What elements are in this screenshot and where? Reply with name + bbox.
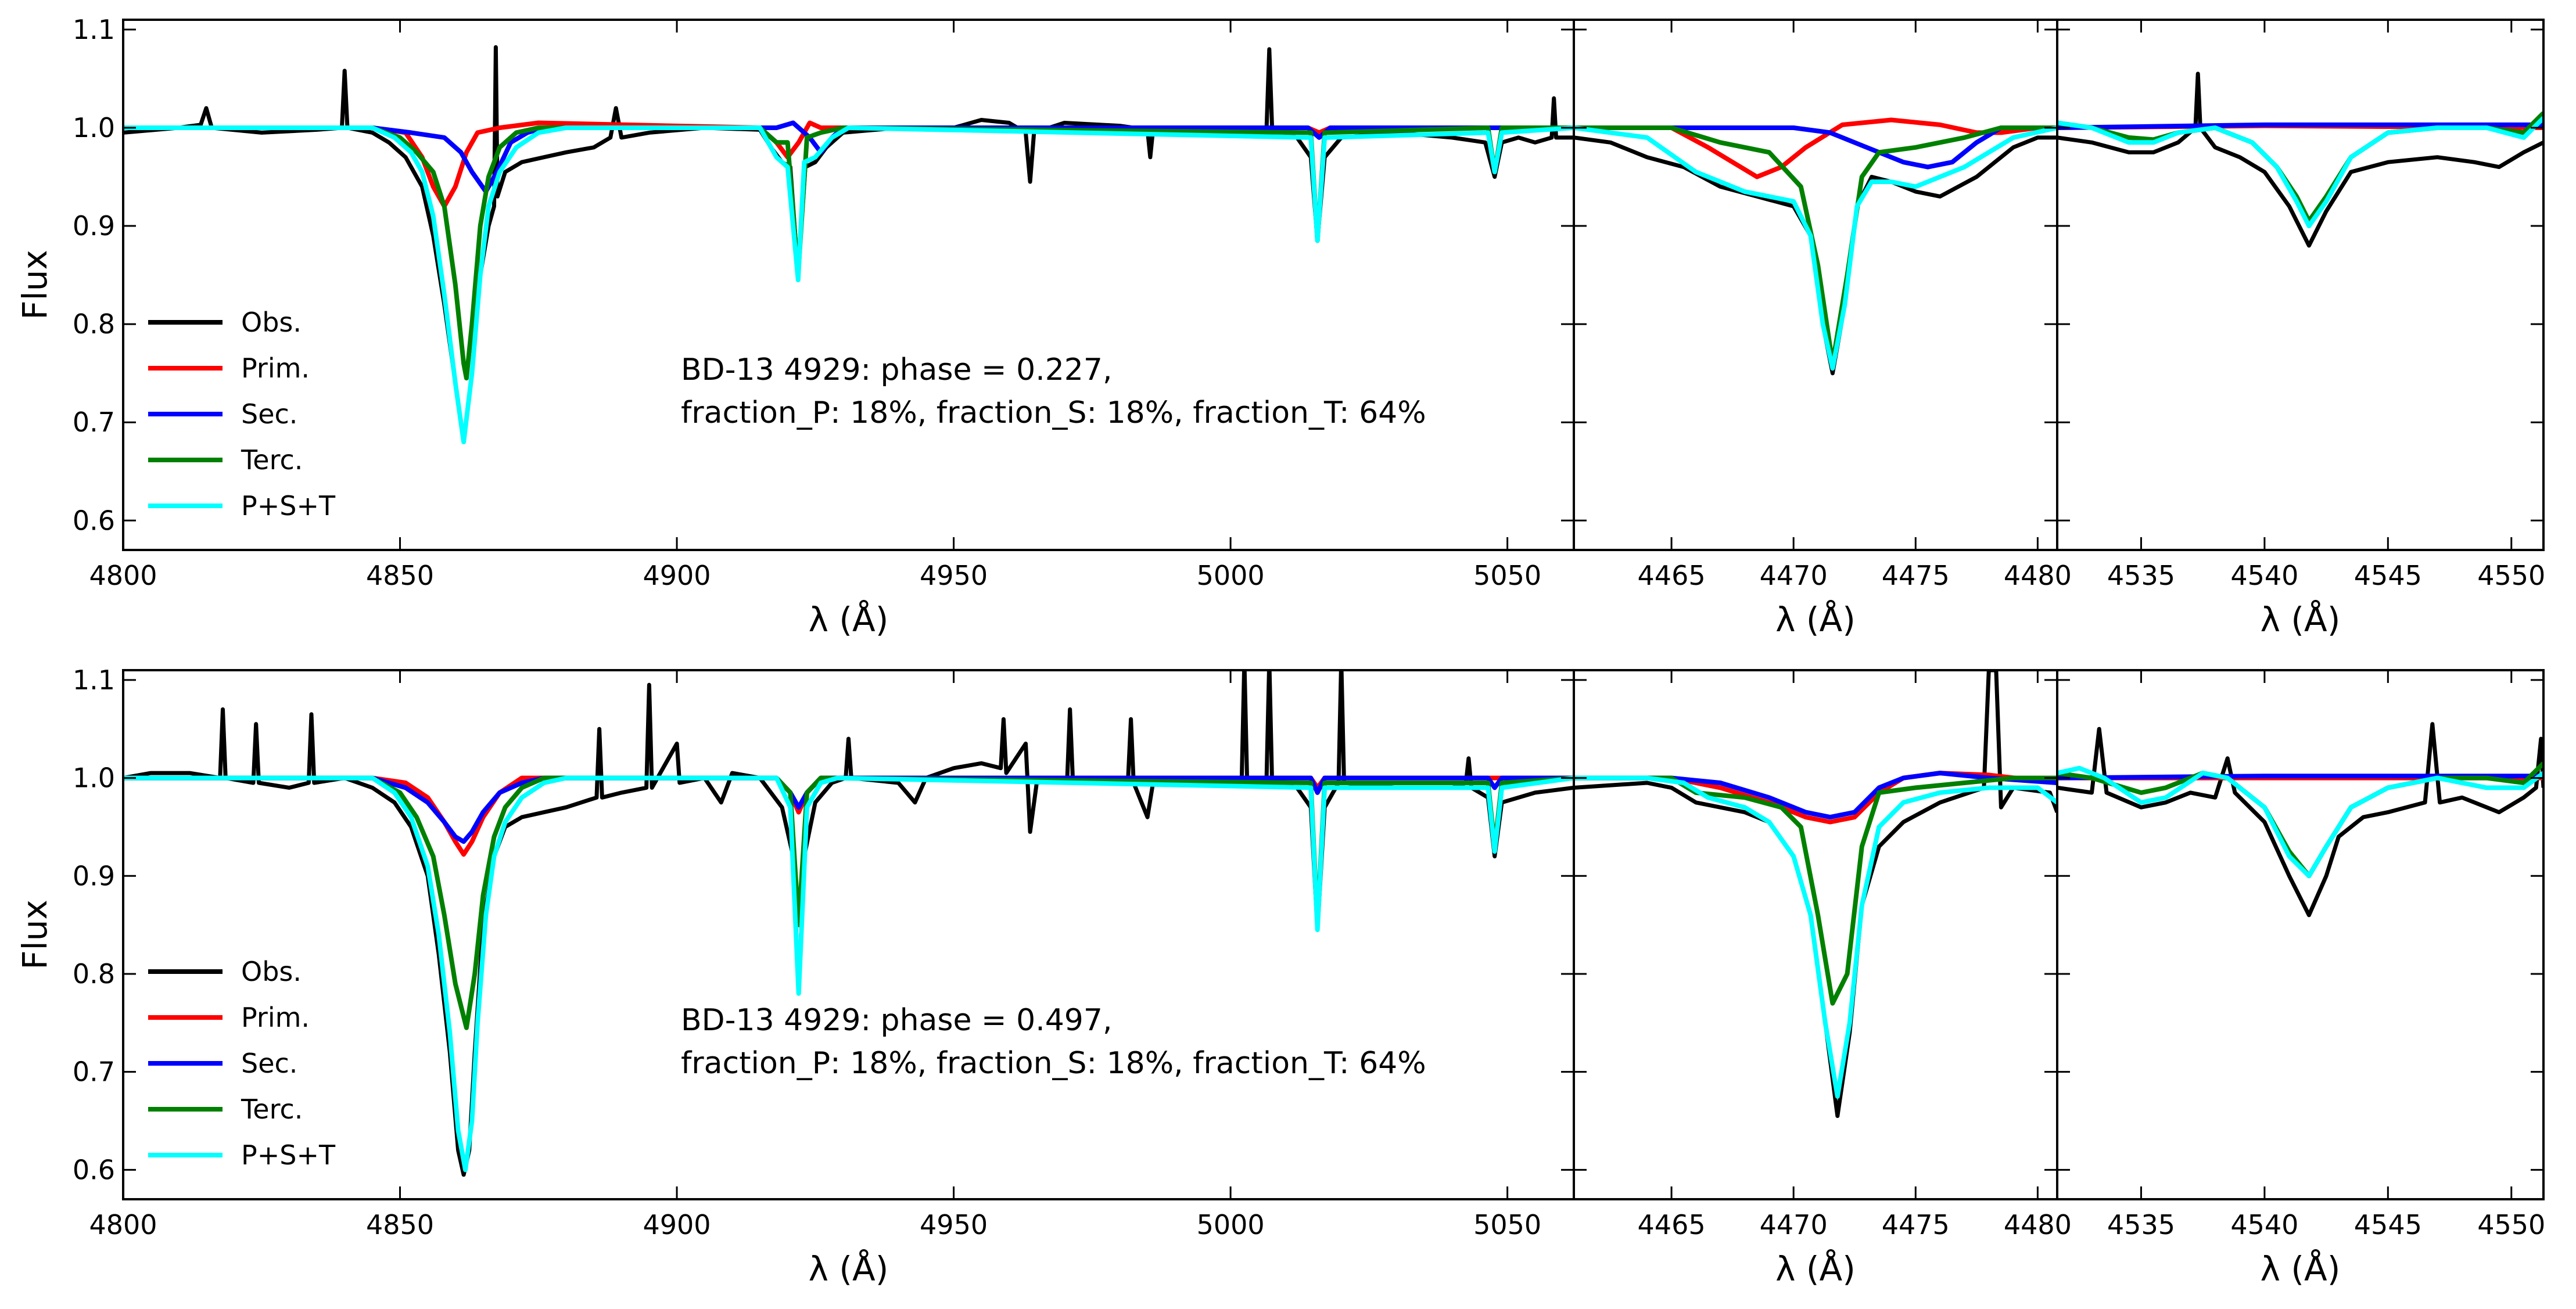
series-line-prim	[1574, 117, 2057, 179]
y-axis-label: Flux	[15, 250, 55, 320]
y-tick-label: 0.8	[73, 308, 115, 340]
series-line-p-s-t	[123, 775, 1574, 1173]
x-tick-label: 4465	[1638, 560, 1706, 591]
series-line-terc	[1574, 775, 2057, 1006]
series-line-terc	[1574, 125, 2057, 366]
legend-label: Terc.	[241, 444, 303, 476]
x-tick-label: 5000	[1197, 560, 1265, 591]
annotation-line: BD-13 4929: phase = 0.227,	[681, 353, 1113, 387]
legend-label: P+S+T	[241, 490, 336, 522]
y-tick-label: 1.1	[73, 14, 115, 45]
series-line-obs	[2057, 722, 2543, 918]
panel-r2-c2: 4465 4470 4475 4480 λ (Å)	[1573, 669, 2072, 1289]
x-tick-label: 4470	[1760, 560, 1828, 591]
series-line-terc	[123, 125, 1574, 381]
series-line-p-s-t	[123, 125, 1574, 444]
x-tick-label: 4550	[2477, 560, 2545, 591]
x-tick-label: 4540	[2230, 1209, 2298, 1240]
legend-label: P+S+T	[241, 1139, 336, 1171]
x-tick-label: 4950	[920, 1209, 988, 1240]
x-tick-label: 5050	[1473, 1209, 1541, 1240]
series-line-p-s-t	[1574, 775, 2057, 1099]
x-tick-label: 4900	[643, 560, 711, 591]
series-group	[2057, 71, 2543, 248]
axes-frame	[2056, 669, 2545, 1200]
x-tick-label: 4535	[2107, 560, 2175, 591]
x-tick-label: 4850	[366, 560, 434, 591]
legend: Obs. Prim. Sec. Terc. P+S+T	[148, 307, 336, 522]
series-line-sec	[1574, 125, 2057, 170]
series-line-sec	[2057, 122, 2543, 130]
x-axis-label: λ (Å)	[809, 1249, 889, 1289]
annotation: BD-13 4929: phase = 0.497, fraction_P: 1…	[681, 1003, 1426, 1081]
x-axis-label: λ (Å)	[2261, 599, 2341, 639]
x-tick-label: 4545	[2354, 1209, 2422, 1240]
x-axis-label: λ (Å)	[2261, 1249, 2341, 1289]
series-line-sec	[1574, 771, 2057, 820]
x-tick-label: 4465	[1638, 1209, 1706, 1240]
annotation: BD-13 4929: phase = 0.227, fraction_P: 1…	[681, 353, 1426, 430]
y-tick-label: 0.9	[73, 860, 115, 891]
series-line-p-s-t	[1574, 125, 2057, 371]
series-group	[1574, 670, 2057, 1119]
y-tick-label: 0.6	[73, 505, 115, 536]
panel-r2-c3: 4535 4540 4545 4550 λ (Å)	[2056, 669, 2545, 1289]
x-tick-label: 4470	[1760, 1209, 1828, 1240]
x-tick-label: 4550	[2477, 1209, 2545, 1240]
x-tick-label: 4475	[1882, 1209, 1950, 1240]
x-tick-label: 4480	[2004, 1209, 2072, 1240]
x-tick-label: 4800	[89, 1209, 157, 1240]
y-tick-label: 1.0	[73, 763, 115, 794]
series-group	[123, 670, 1574, 1177]
annotation-line: BD-13 4929: phase = 0.497,	[681, 1003, 1113, 1038]
series-line-obs	[2057, 71, 2543, 248]
x-tick-label: 4545	[2354, 560, 2422, 591]
series-line-p-s-t	[2057, 765, 2543, 879]
x-tick-label: 4475	[1882, 560, 1950, 591]
legend-label: Prim.	[241, 1002, 310, 1033]
panel-r2-c1: 4800 4850 4900 4950 5000 5050 0.6 0.7 0.8 0.9 1.0 1…	[15, 664, 1575, 1289]
y-tick-label: 0.6	[73, 1154, 115, 1185]
x-axis-label: λ (Å)	[809, 599, 889, 639]
y-tick-label: 0.8	[73, 958, 115, 990]
y-tick-label: 0.9	[73, 210, 115, 242]
x-axis-label: λ (Å)	[1775, 599, 1856, 639]
x-axis-label: λ (Å)	[1775, 1249, 1856, 1289]
series-group	[123, 45, 1574, 444]
panel-r1-c2: 4465 4470 4475 4480 λ (Å)	[1573, 19, 2072, 639]
series-group	[2057, 722, 2543, 918]
y-tick-label: 1.1	[73, 664, 115, 696]
legend-label: Terc.	[241, 1094, 303, 1125]
axes-frame	[122, 19, 1575, 551]
y-tick-label: 1.0	[73, 112, 115, 143]
legend: Obs. Prim. Sec. Terc. P+S+T	[148, 956, 336, 1171]
axes-frame	[2056, 19, 2545, 551]
x-tick-label: 4480	[2004, 560, 2072, 591]
annotation-line: fraction_P: 18%, fraction_S: 18%, fracti…	[681, 1046, 1426, 1081]
x-tick-label: 4950	[920, 560, 988, 591]
series-line-terc	[123, 775, 1574, 1030]
legend-label: Obs.	[241, 956, 302, 987]
annotation-line: fraction_P: 18%, fraction_S: 18%, fracti…	[681, 395, 1426, 430]
y-tick-label: 0.7	[73, 1056, 115, 1088]
y-tick-label: 0.7	[73, 407, 115, 438]
legend-label: Obs.	[241, 307, 302, 338]
x-tick-label: 4800	[89, 560, 157, 591]
legend-label: Sec.	[241, 1048, 297, 1079]
legend-label: Prim.	[241, 353, 310, 384]
panel-r1-c3: 4535 4540 4545 4550 λ (Å)	[2056, 19, 2545, 639]
x-tick-label: 4535	[2107, 1209, 2175, 1240]
x-tick-label: 4850	[366, 1209, 434, 1240]
legend-label: Sec.	[241, 398, 297, 430]
x-tick-label: 5050	[1473, 560, 1541, 591]
y-axis-label: Flux	[15, 900, 55, 970]
series-line-obs	[123, 670, 1574, 1177]
x-tick-label: 5000	[1197, 1209, 1265, 1240]
x-tick-label: 4540	[2230, 560, 2298, 591]
x-tick-label: 4900	[643, 1209, 711, 1240]
series-line-p-s-t	[2057, 116, 2543, 229]
series-group	[1574, 117, 2057, 376]
panel-r1-c1: 4800 4850 4900 4950 5000 5050 0.6 0.7 0.8 0.9 1.0 1…	[15, 14, 1575, 639]
